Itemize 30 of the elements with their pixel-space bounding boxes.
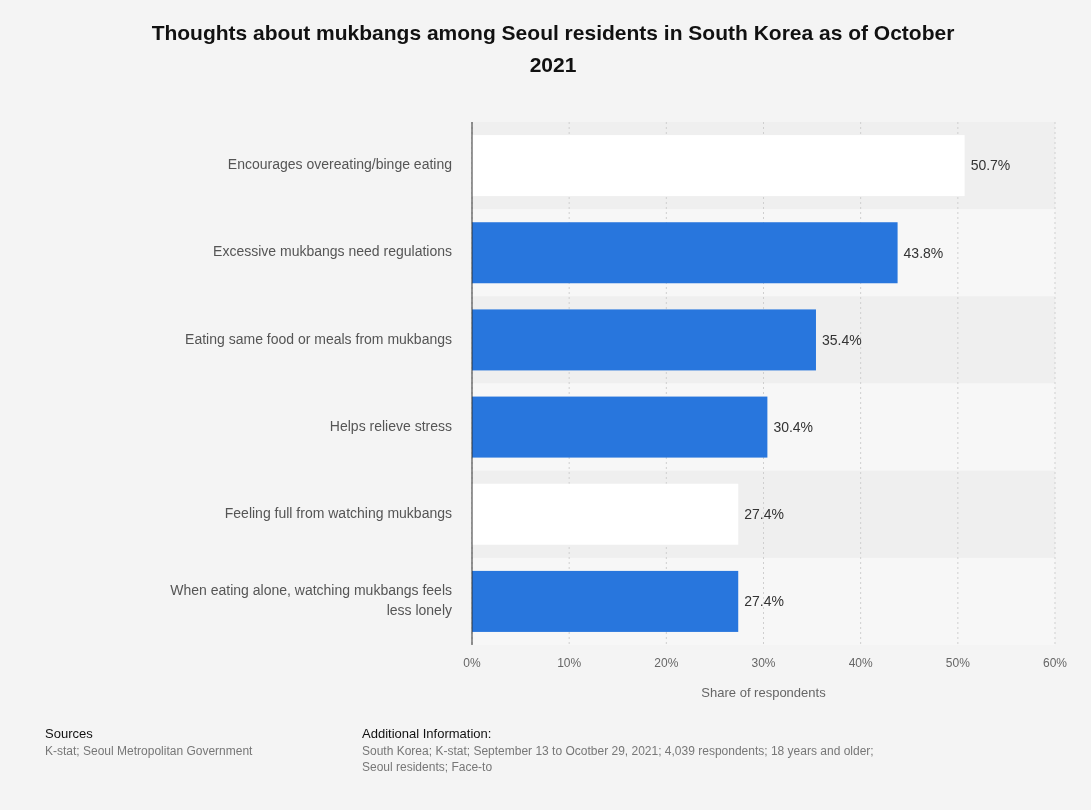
bar — [472, 396, 768, 458]
bar — [472, 483, 739, 545]
y-tick-label: Helps relieve stress — [329, 417, 452, 434]
y-tick-label: Eating same food or meals from mukbangs — [185, 330, 452, 347]
data-label: 30.4% — [773, 418, 814, 435]
x-tick-label: 10% — [557, 656, 582, 670]
data-label: 43.8% — [903, 244, 944, 261]
x-tick-label: 60% — [1042, 656, 1068, 670]
bar — [472, 222, 898, 284]
y-tick-label: When eating alone, watching mukbangs feels less lonely — [170, 582, 452, 619]
text: South Korea; K-stat; September 13 to Ocotber 29, 2021; 4,039 respondents; 18 years and older; Seoul residents; Face-to — [362, 744, 874, 774]
text: Sources — [45, 726, 94, 741]
y-tick-label: Feeling full from watching mukbangs — [224, 504, 452, 521]
text: Additional Information: — [362, 726, 492, 741]
y-tick-label: Excessive mukbangs need regulations — [213, 243, 452, 260]
x-tick-label: 0% — [463, 656, 481, 670]
data-label: 27.4% — [744, 506, 784, 523]
data-label: 27.4% — [744, 593, 784, 610]
x-tick-label: 50% — [945, 656, 971, 670]
y-tick-label: Encourages overeating/binge eating — [227, 156, 452, 173]
data-label: 50.7% — [970, 157, 1011, 174]
x-axis-title: Share of respondents — [701, 685, 827, 700]
x-tick-label: 40% — [848, 656, 873, 670]
text: K-stat; Seoul Metropolitan Government — [45, 744, 254, 758]
data-label: 35.4% — [821, 331, 862, 348]
x-tick-label: 30% — [751, 656, 776, 670]
bar — [472, 309, 816, 371]
x-tick-label: 20% — [654, 656, 679, 670]
bar — [472, 570, 739, 632]
chart-title: Thoughts about mukbangs among Seoul residents in South Korea as of October 2021 — [151, 21, 955, 76]
